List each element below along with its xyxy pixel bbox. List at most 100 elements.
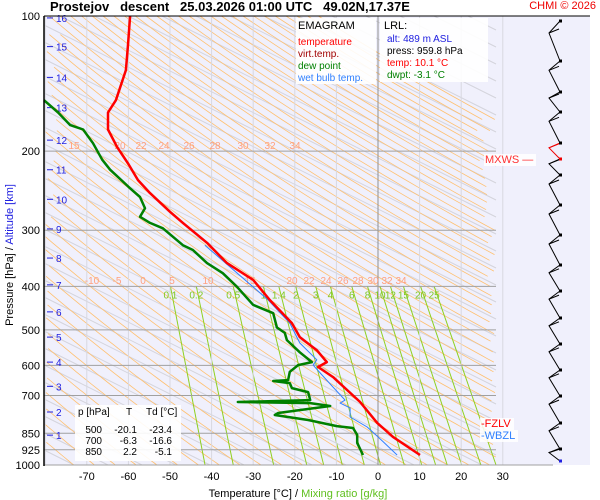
- mixing-ratio-line: [329, 286, 382, 466]
- dry-adiabat-line: [199, 15, 488, 196]
- moist-adiabat-line: [43, 143, 497, 371]
- legend: EMAGRAM temperature virt.temp. dew point…: [296, 18, 376, 84]
- dry-adiabat-line: [48, 265, 324, 466]
- wind-level-dot: [559, 90, 562, 94]
- pressure-tick-label: 1000: [16, 460, 40, 472]
- dry-adiabat-line: [135, 15, 489, 244]
- table-cell: 500: [85, 425, 102, 436]
- moist-adiabat-line: [43, 177, 497, 405]
- mixing-ratio-label: 8: [365, 290, 371, 301]
- altitude-tick-label: 15: [56, 43, 68, 54]
- wind-level-dot: [559, 342, 562, 346]
- table-cell: 2.2: [123, 447, 137, 458]
- moist-adiabat-line: [43, 75, 497, 303]
- mixing-ratio-line: [195, 286, 234, 466]
- table-cell: -5.1: [154, 447, 172, 458]
- wind-barb-feather: [548, 179, 560, 185]
- altitude-tick-label: 8: [56, 254, 62, 265]
- copyright: CHMI © 2026: [529, 0, 596, 12]
- theta-label: 22: [135, 141, 147, 152]
- theta-label: 15: [68, 141, 80, 152]
- wind-level-dot: [559, 421, 562, 425]
- wind-barb-feather: [548, 93, 560, 99]
- x-axis-label: Temperature [°C] / Mixing ratio [g/kg]: [209, 488, 388, 500]
- theta-label: 22: [303, 276, 315, 287]
- theta-label: 28: [352, 276, 364, 287]
- dry-adiabat-line: [49, 34, 495, 335]
- temperature-tick-label: -50: [162, 471, 178, 483]
- moist-adiabat-line: [43, 313, 347, 466]
- table-cell: 700: [85, 436, 102, 447]
- mixing-ratio-label: 0.5: [226, 290, 240, 301]
- theta-label: 20: [114, 141, 126, 152]
- lrl-press: press: 959.8 hPa: [387, 46, 463, 57]
- chart-title: Prostejov descent 25.03.2026 01:00 UTC 4…: [50, 0, 410, 14]
- dry-adiabat-line: [43, 130, 493, 434]
- theta-label: -5: [113, 276, 122, 287]
- altitude-tick-label: 3: [56, 382, 62, 393]
- theta-label: 20: [286, 276, 298, 287]
- moist-adiabat-line: [127, 15, 497, 201]
- x-axis-separator: /: [292, 488, 301, 500]
- dry-adiabat-line: [167, 15, 485, 218]
- theta-label: 24: [320, 276, 332, 287]
- dry-adiabat-line: [60, 34, 490, 323]
- wind-barb-feather: [548, 159, 560, 165]
- mixing-ratio-label: 15: [398, 290, 410, 301]
- legend-item-virt-temp: virt.temp.: [298, 49, 340, 60]
- altitude-tick-label: 14: [56, 73, 68, 84]
- temperature-tick-label: -10: [328, 471, 344, 483]
- wind-level-dot: [559, 157, 562, 161]
- series-temperature: [106, 15, 421, 457]
- table-cell: 850: [85, 447, 102, 458]
- pressure-tick-label: 700: [22, 390, 40, 402]
- theta-label: 32: [381, 276, 393, 287]
- mixing-ratio-line: [389, 286, 448, 466]
- dry-adiabat-line: [47, 201, 428, 466]
- wind-level-dot: [559, 459, 562, 463]
- dry-adiabat-line: [178, 15, 487, 211]
- wind-level-dot: [559, 263, 562, 267]
- grid: [44, 15, 553, 466]
- background-lines: [43, 15, 497, 466]
- temperature-tick-label: 10: [413, 471, 425, 483]
- wind-barbs: [547, 19, 562, 463]
- wind-barb-feather: [548, 209, 560, 215]
- mixing-ratio-label: 10: [374, 290, 386, 301]
- wind-level-dot: [559, 289, 562, 293]
- y-axis-label-altitude: Altitude [km]: [4, 184, 16, 245]
- mixing-ratio-label: 4: [328, 290, 334, 301]
- temperature-tick-label: 20: [455, 471, 467, 483]
- moist-adiabat-line: [43, 109, 497, 337]
- wind-barb-feather: [548, 294, 560, 300]
- mixing-ratio-line: [379, 286, 437, 466]
- wind-level-dot: [559, 59, 562, 63]
- theta-label: 0: [140, 276, 146, 287]
- altitude-tick-label: 7: [56, 281, 62, 292]
- wind-level-dot: [559, 316, 562, 320]
- moist-adiabat-line: [43, 194, 497, 422]
- moist-adiabat-line: [43, 160, 497, 388]
- dry-adiabat-line: [59, 15, 492, 306]
- dry-adiabat-line: [47, 290, 282, 466]
- dry-adiabat-line: [52, 194, 449, 466]
- wind-barb-feather: [548, 373, 560, 379]
- dry-adiabat-line: [188, 15, 488, 203]
- altitude-tick-label: 12: [56, 136, 68, 147]
- legend-item-temperature: temperature: [298, 37, 352, 48]
- theta-label: 24: [158, 141, 170, 152]
- wind-level-dot: [559, 173, 562, 177]
- mixing-ratio-label: 12: [385, 290, 397, 301]
- theta-label: -10: [85, 276, 100, 287]
- wind-level-dot: [559, 233, 562, 237]
- dry-adiabat-line: [44, 248, 345, 466]
- theta-label: 30: [237, 141, 249, 152]
- wind-level-dot: [559, 394, 562, 398]
- y-axis-label: Pressure [hPa] / Altitude [km]: [4, 184, 16, 326]
- mixing-ratio-label: 3: [313, 290, 319, 301]
- table-cell: -6.3: [119, 436, 137, 447]
- dry-adiabat-line: [81, 15, 491, 287]
- wbzl-text: WBZL: [484, 430, 516, 442]
- dry-adiabat-line: [102, 15, 495, 272]
